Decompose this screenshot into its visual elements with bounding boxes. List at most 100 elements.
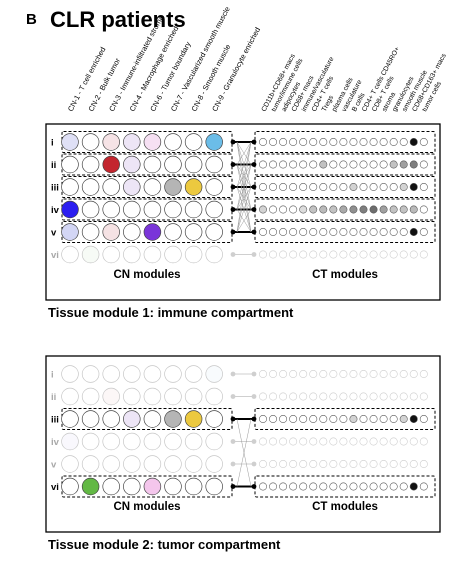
ct-circle xyxy=(299,460,308,468)
ct-modules-header: CT modules xyxy=(312,269,378,281)
row-label: i xyxy=(51,370,54,381)
cn-circle xyxy=(205,477,223,496)
ct-circle xyxy=(289,183,298,191)
row-label: iii xyxy=(51,183,59,194)
ct-circle xyxy=(419,183,428,191)
ct-circle xyxy=(309,460,318,468)
ct-circle xyxy=(409,250,418,259)
cn-circle xyxy=(164,245,182,264)
ct-circle xyxy=(399,460,408,468)
ct-node xyxy=(251,371,257,377)
cn-circle xyxy=(123,178,141,196)
ct-circle xyxy=(389,437,398,446)
cn-node xyxy=(230,252,236,257)
cn-circle xyxy=(143,155,162,174)
cn-circle xyxy=(184,245,203,264)
ct-circle xyxy=(339,415,348,423)
ct-circle xyxy=(279,482,288,491)
ct-circle xyxy=(349,160,358,169)
ct-circle xyxy=(399,370,408,378)
ct-circle xyxy=(269,437,278,446)
ct-circle xyxy=(409,482,418,491)
ct-circle xyxy=(269,370,278,378)
ct-module-box xyxy=(254,221,436,243)
cn-circle xyxy=(164,133,182,151)
row-label: i xyxy=(51,138,54,149)
tissue-module-frame xyxy=(45,355,441,533)
cn-node xyxy=(230,229,236,235)
ct-circle xyxy=(349,415,358,423)
ct-circle xyxy=(339,183,348,191)
ct-circle xyxy=(379,460,388,468)
ct-circle xyxy=(289,205,298,214)
ct-circle xyxy=(409,183,418,191)
ct-circle xyxy=(329,250,338,259)
cn-circle xyxy=(61,155,79,174)
ct-circle xyxy=(329,183,338,191)
ct-circle xyxy=(259,415,267,423)
ct-circle xyxy=(259,437,267,446)
ct-node xyxy=(251,439,257,444)
row-label: v xyxy=(51,228,57,239)
cn-circle xyxy=(205,178,223,196)
ct-node xyxy=(251,252,257,257)
ct-circle xyxy=(289,392,298,401)
cn-circle xyxy=(102,155,120,174)
cross-link xyxy=(236,141,252,210)
module-row-iii: iii xyxy=(51,176,436,198)
ct-circle xyxy=(289,228,298,236)
cn-modules-header: CN modules xyxy=(113,501,180,513)
ct-circle xyxy=(379,205,388,214)
cn-circle xyxy=(61,455,79,473)
cn-circle xyxy=(102,387,120,406)
ct-circle xyxy=(309,482,318,491)
ct-circle xyxy=(259,205,267,214)
ct-circle xyxy=(279,205,288,214)
cn-circle xyxy=(81,477,100,496)
ct-circle xyxy=(269,415,278,423)
cn-circle xyxy=(184,155,203,174)
ct-circle xyxy=(399,228,408,236)
ct-circle xyxy=(359,415,368,423)
cn-circle xyxy=(102,477,120,496)
ct-circle xyxy=(359,250,368,259)
ct-module-box xyxy=(254,475,436,498)
ct-circle xyxy=(359,482,368,491)
ct-circle xyxy=(399,482,408,491)
cn-circle xyxy=(81,155,100,174)
ct-node xyxy=(251,461,257,467)
module-row-iii: iii xyxy=(51,408,436,430)
ct-circle xyxy=(409,228,418,236)
ct-circle xyxy=(419,437,428,446)
module-row-v: v xyxy=(51,221,436,243)
panel-title: CLR patients xyxy=(50,7,186,32)
ct-circle xyxy=(329,205,338,214)
ct-circle xyxy=(349,183,358,191)
ct-circle xyxy=(339,460,348,468)
ct-circle xyxy=(369,183,378,191)
ct-circle xyxy=(339,437,348,446)
ct-circle xyxy=(369,460,378,468)
cn-node xyxy=(230,207,236,212)
row-label: iv xyxy=(51,437,60,448)
ct-circle xyxy=(369,392,378,401)
ct-circle xyxy=(269,205,278,214)
ct-circle xyxy=(299,415,308,423)
ct-circle xyxy=(339,138,348,146)
ct-circle xyxy=(259,160,267,169)
row-label: vi xyxy=(51,482,59,493)
cross-link xyxy=(236,164,252,233)
ct-circle xyxy=(259,228,267,236)
cn-modules-header: CN modules xyxy=(113,269,180,281)
ct-circle xyxy=(399,205,408,214)
ct-circle xyxy=(389,415,398,423)
ct-circle xyxy=(389,460,398,468)
ct-circle xyxy=(419,228,428,236)
ct-circle xyxy=(269,460,278,468)
cn-circle xyxy=(164,477,182,496)
ct-circle xyxy=(319,370,328,378)
ct-circle xyxy=(269,392,278,401)
ct-circle xyxy=(309,370,318,378)
cn-circle xyxy=(205,432,223,451)
